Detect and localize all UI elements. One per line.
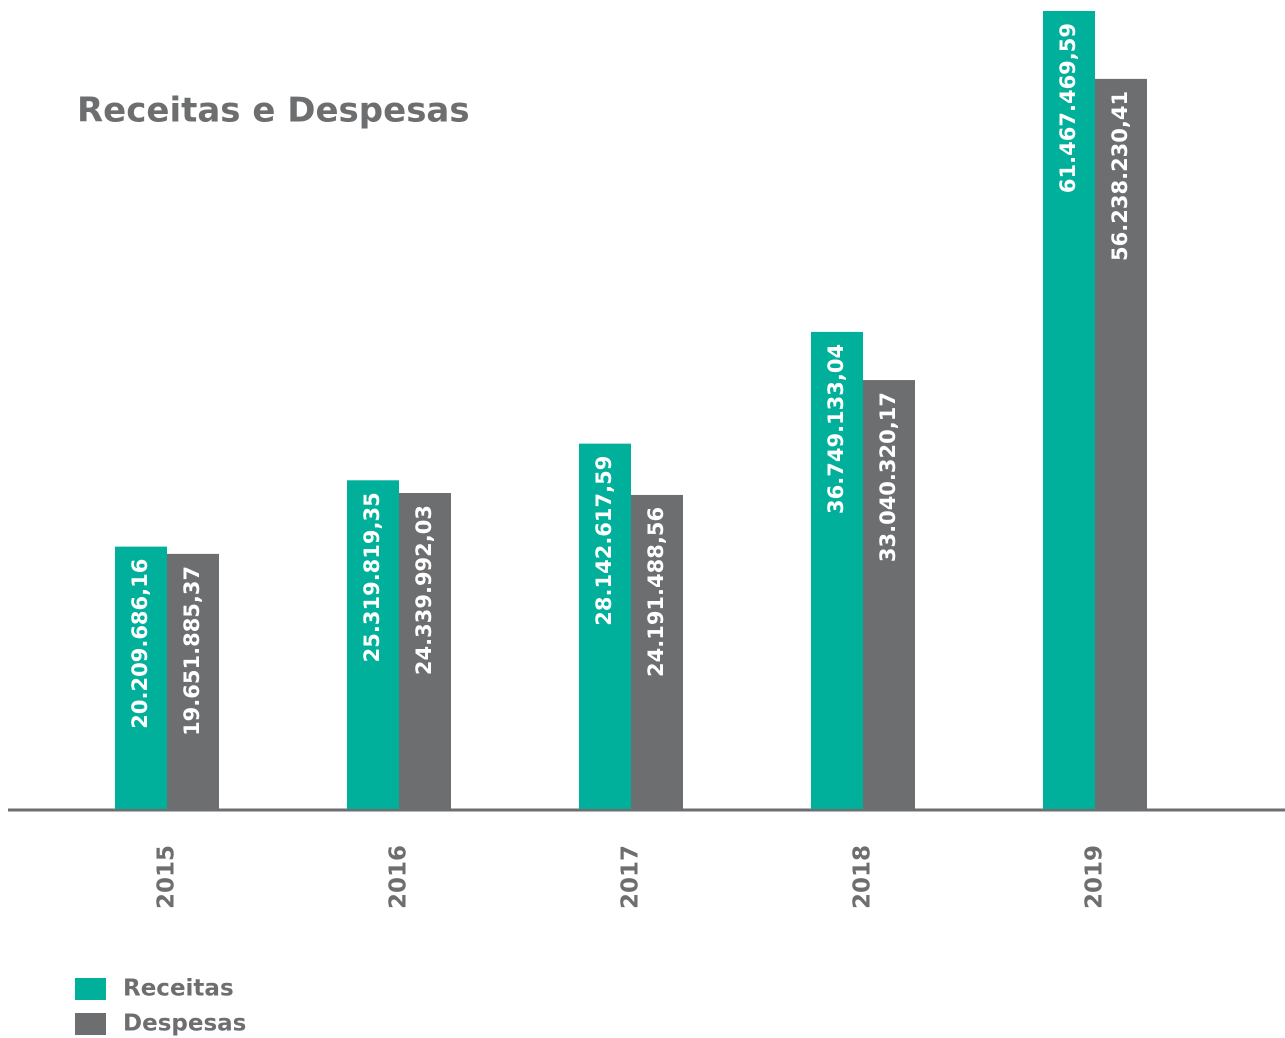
value-label: 19.651.885,37 [180,566,204,736]
legend-label: Receitas [123,976,234,1002]
x-tick-label: 2018 [850,845,876,909]
bar [1095,78,1147,809]
bar [347,480,399,809]
chart-title: Receitas e Despesas [77,91,470,131]
x-tick-label: 2019 [1082,845,1108,909]
value-label: 24.339.992,03 [412,505,436,675]
x-tick-label: 2016 [386,845,412,909]
bar [631,494,683,809]
x-tick-label: 2017 [618,845,644,909]
bar [1043,11,1095,809]
value-label: 25.319.819,35 [360,492,384,662]
value-label: 61.467.469,59 [1056,23,1080,193]
x-tick-label: 2015 [154,845,180,909]
value-label: 56.238.230,41 [1108,91,1132,261]
bar [863,380,915,809]
value-label: 24.191.488,56 [644,507,668,677]
value-label: 36.749.133,04 [824,344,848,514]
bar [115,546,167,809]
legend-swatch [75,1013,106,1035]
bar [579,443,631,809]
legend-label: Despesas [123,1011,246,1037]
bar [811,331,863,809]
bar [167,553,219,809]
legend-swatch [75,978,106,1000]
value-label: 20.209.686,16 [128,559,152,729]
value-label: 33.040.320,17 [876,392,900,562]
value-label: 28.142.617,59 [592,456,616,626]
bar [399,493,451,809]
